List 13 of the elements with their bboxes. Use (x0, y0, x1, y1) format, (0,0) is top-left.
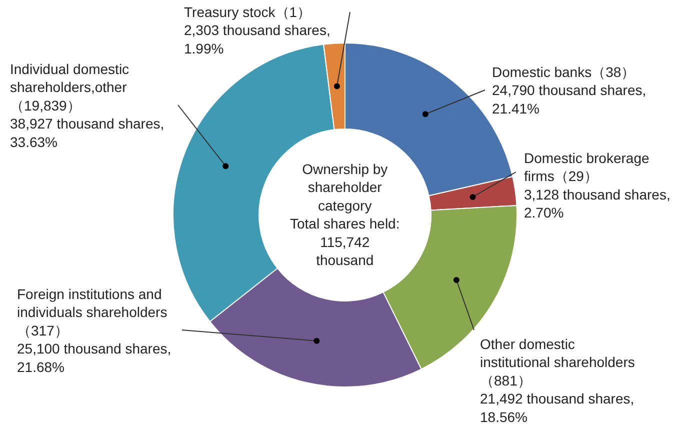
slice-label: Domestic brokerage firms（29） (524, 150, 650, 184)
slice-label: Domestic banks（38） (492, 64, 636, 80)
data-label: 21,492 thousand shares, 18.56% (480, 390, 634, 425)
text: Ownership by shareholder category Total shares held: 115,742 thousand (290, 161, 400, 268)
data-label: 3,128 thousand shares, 2.70% (524, 186, 670, 221)
data-label: 2,303 thousand shares, 1.99% (184, 22, 330, 56)
slice-label: Other domestic institutional shareholders （881） (480, 336, 635, 388)
slice-label: Treasury stock（1） (184, 4, 312, 20)
slice-label: Individual domestic shareholders,other （19,839） (10, 61, 130, 114)
data-label: 25,100 thousand shares, 21.68% (17, 340, 172, 375)
slice-label: Foreign institutions and individuals shareholders （317） (17, 286, 168, 338)
data-label: 24,790 thousand shares, 21.41% (492, 82, 646, 116)
data-label: 38,927 thousand shares, 33.63% (10, 116, 164, 150)
